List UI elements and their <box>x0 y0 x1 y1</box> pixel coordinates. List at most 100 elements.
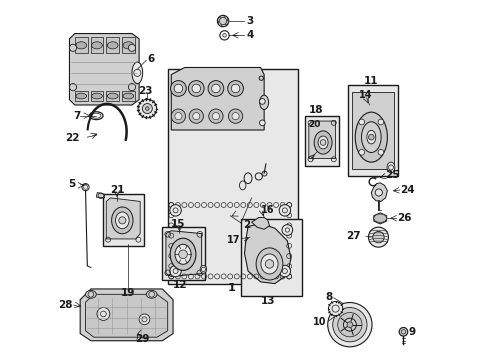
Text: 11: 11 <box>364 76 378 86</box>
Text: 18: 18 <box>308 105 323 115</box>
Text: 15: 15 <box>171 219 185 229</box>
Circle shape <box>327 302 371 347</box>
Text: 27: 27 <box>346 231 360 242</box>
Bar <box>167 69 298 284</box>
Ellipse shape <box>373 214 386 222</box>
Text: 20: 20 <box>307 120 320 129</box>
Circle shape <box>208 109 223 123</box>
Circle shape <box>320 140 325 145</box>
Text: 25: 25 <box>385 170 399 180</box>
Text: 24: 24 <box>400 185 414 195</box>
Circle shape <box>169 265 181 277</box>
Circle shape <box>282 225 292 235</box>
Text: 29: 29 <box>135 334 150 344</box>
Bar <box>90 37 103 53</box>
Text: 3: 3 <box>246 16 253 26</box>
Circle shape <box>207 81 224 96</box>
Polygon shape <box>373 213 386 224</box>
Polygon shape <box>69 33 139 105</box>
Text: 19: 19 <box>121 288 135 297</box>
Circle shape <box>377 149 383 155</box>
Ellipse shape <box>111 207 133 234</box>
Circle shape <box>372 231 384 243</box>
Bar <box>102 194 143 246</box>
Circle shape <box>188 81 203 96</box>
Ellipse shape <box>386 162 394 173</box>
Circle shape <box>69 84 77 91</box>
Circle shape <box>69 44 77 51</box>
Circle shape <box>97 307 110 320</box>
Circle shape <box>175 113 182 120</box>
Text: 26: 26 <box>396 213 411 223</box>
Ellipse shape <box>366 130 375 144</box>
Circle shape <box>358 149 364 155</box>
Circle shape <box>377 119 383 125</box>
Text: 5: 5 <box>68 179 76 189</box>
Text: 7: 7 <box>73 111 80 121</box>
Circle shape <box>217 15 228 27</box>
Bar <box>90 91 103 102</box>
Ellipse shape <box>259 95 268 109</box>
Ellipse shape <box>76 93 86 99</box>
Text: 6: 6 <box>147 54 154 64</box>
Polygon shape <box>171 67 264 130</box>
Ellipse shape <box>256 248 283 280</box>
Text: 12: 12 <box>173 280 187 291</box>
Ellipse shape <box>170 238 196 270</box>
Bar <box>241 219 301 296</box>
Polygon shape <box>80 289 173 341</box>
Circle shape <box>367 227 387 247</box>
Circle shape <box>374 189 382 196</box>
Circle shape <box>128 84 135 91</box>
Text: 28: 28 <box>58 300 72 310</box>
Circle shape <box>128 44 135 51</box>
Circle shape <box>367 134 373 140</box>
Circle shape <box>171 109 185 123</box>
Circle shape <box>262 171 266 176</box>
Circle shape <box>255 173 262 180</box>
Ellipse shape <box>361 122 380 153</box>
Polygon shape <box>106 198 140 239</box>
Circle shape <box>138 99 156 118</box>
Circle shape <box>227 81 243 96</box>
Polygon shape <box>96 193 104 198</box>
Ellipse shape <box>261 254 278 274</box>
Text: 14: 14 <box>358 90 371 100</box>
Text: 9: 9 <box>407 327 414 337</box>
Bar <box>305 116 339 166</box>
Bar <box>162 227 205 280</box>
Ellipse shape <box>244 173 251 184</box>
Circle shape <box>228 109 242 123</box>
Ellipse shape <box>76 42 86 49</box>
Ellipse shape <box>175 244 191 264</box>
Circle shape <box>328 301 342 316</box>
Text: 10: 10 <box>312 317 326 327</box>
Ellipse shape <box>123 93 134 99</box>
Circle shape <box>231 113 239 120</box>
Ellipse shape <box>132 62 142 84</box>
Ellipse shape <box>200 265 206 273</box>
Ellipse shape <box>146 291 157 298</box>
Circle shape <box>222 33 226 37</box>
Circle shape <box>346 322 352 328</box>
Circle shape <box>189 109 203 123</box>
Polygon shape <box>398 328 407 336</box>
Circle shape <box>169 204 181 216</box>
Circle shape <box>139 314 149 325</box>
Circle shape <box>343 318 356 331</box>
Circle shape <box>192 84 200 93</box>
Bar <box>106 37 119 53</box>
Circle shape <box>337 312 361 337</box>
Text: 8: 8 <box>325 292 332 302</box>
Text: 23: 23 <box>138 86 152 96</box>
Polygon shape <box>251 217 269 229</box>
Text: 4: 4 <box>246 30 253 40</box>
Circle shape <box>119 217 125 224</box>
Text: 16: 16 <box>260 205 273 215</box>
Text: 1: 1 <box>228 283 235 293</box>
Circle shape <box>259 120 264 126</box>
Circle shape <box>145 107 149 111</box>
Circle shape <box>279 265 290 277</box>
Bar <box>75 91 87 102</box>
Circle shape <box>332 307 366 342</box>
